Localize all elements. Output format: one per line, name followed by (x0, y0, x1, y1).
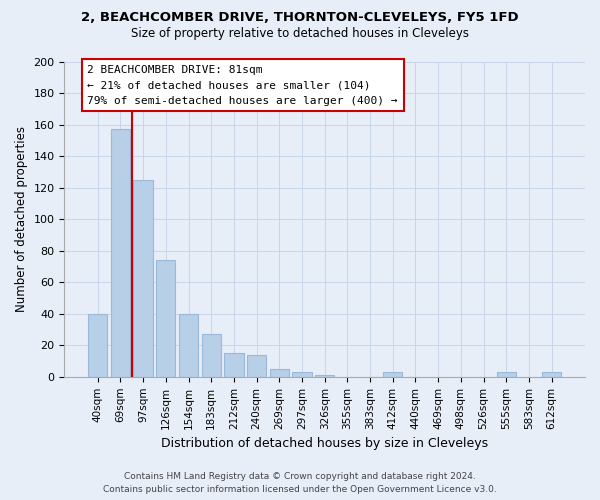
Bar (202, 334, 221, 377)
Bar (224, 353, 244, 377)
Bar (179, 314, 198, 377)
Text: Size of property relative to detached houses in Cleveleys: Size of property relative to detached ho… (131, 28, 469, 40)
Text: Contains HM Land Registry data © Crown copyright and database right 2024.
Contai: Contains HM Land Registry data © Crown c… (103, 472, 497, 494)
Bar (133, 180, 153, 377)
Bar (247, 354, 266, 377)
Bar (497, 372, 516, 377)
Bar (88, 314, 107, 377)
X-axis label: Distribution of detached houses by size in Cleveleys: Distribution of detached houses by size … (161, 437, 488, 450)
Bar (292, 372, 311, 377)
Bar (269, 369, 289, 377)
Bar (156, 260, 175, 377)
Text: 2 BEACHCOMBER DRIVE: 81sqm
← 21% of detached houses are smaller (104)
79% of sem: 2 BEACHCOMBER DRIVE: 81sqm ← 21% of deta… (88, 64, 398, 106)
Bar (315, 375, 334, 377)
Y-axis label: Number of detached properties: Number of detached properties (15, 126, 28, 312)
Bar (383, 372, 403, 377)
Text: 2, BEACHCOMBER DRIVE, THORNTON-CLEVELEYS, FY5 1FD: 2, BEACHCOMBER DRIVE, THORNTON-CLEVELEYS… (81, 11, 519, 24)
Bar (542, 372, 562, 377)
Bar (111, 130, 130, 377)
